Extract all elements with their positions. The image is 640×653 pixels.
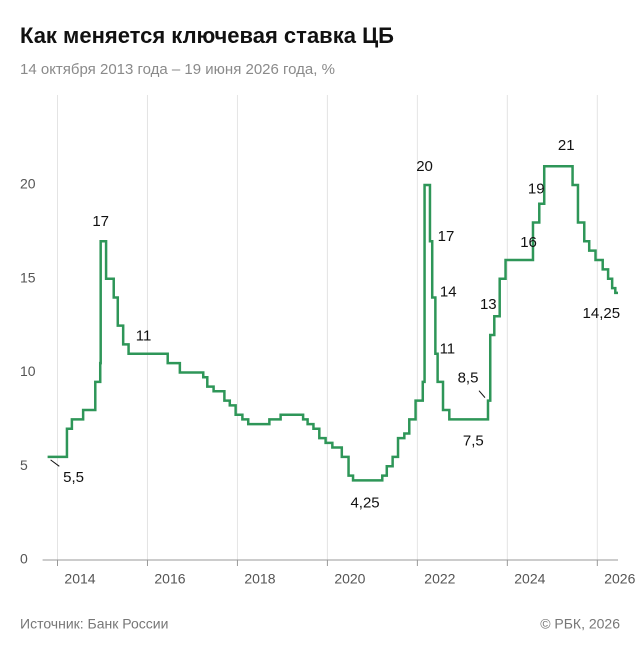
rate-line <box>47 165 618 482</box>
leader <box>478 390 486 398</box>
source: Источник: Банк России <box>20 616 168 632</box>
y-tick-label: 20 <box>20 176 36 192</box>
x-tick-label: 2024 <box>514 571 545 587</box>
value-label: 17 <box>92 213 109 230</box>
value-label: 11 <box>440 341 456 358</box>
y-tick-label: 15 <box>20 269 36 285</box>
x-tick-label: 2020 <box>334 571 365 587</box>
y-tick-label: 10 <box>20 363 36 379</box>
x-tick-label: 2014 <box>64 571 95 587</box>
credit: © РБК, 2026 <box>540 616 620 632</box>
value-label: 14 <box>440 283 457 300</box>
value-label: 19 <box>528 181 545 198</box>
chart-subtitle: 14 октября 2013 года – 19 июня 2026 года… <box>20 61 335 78</box>
value-label: 13 <box>480 296 497 313</box>
value-label: 17 <box>438 228 455 245</box>
y-tick-label: 5 <box>20 457 28 473</box>
x-tick-label: 2018 <box>244 571 275 587</box>
leader <box>50 459 60 467</box>
chart-title: Как меняется ключевая ставка ЦБ <box>20 23 394 48</box>
value-label: 11 <box>136 328 152 345</box>
value-label: 4,25 <box>350 494 379 511</box>
value-label: 5,5 <box>63 469 84 486</box>
x-tick-label: 2026 <box>604 571 635 587</box>
x-tick-label: 2016 <box>154 571 185 587</box>
value-label: 16 <box>520 234 537 251</box>
value-label: 20 <box>416 158 433 175</box>
value-label: 21 <box>558 137 575 154</box>
value-label: 14,25 <box>583 305 621 322</box>
x-tick-label: 2022 <box>424 571 455 587</box>
value-label: 8,5 <box>458 370 479 387</box>
value-label: 7,5 <box>463 432 484 449</box>
y-tick-label: 0 <box>20 551 28 567</box>
